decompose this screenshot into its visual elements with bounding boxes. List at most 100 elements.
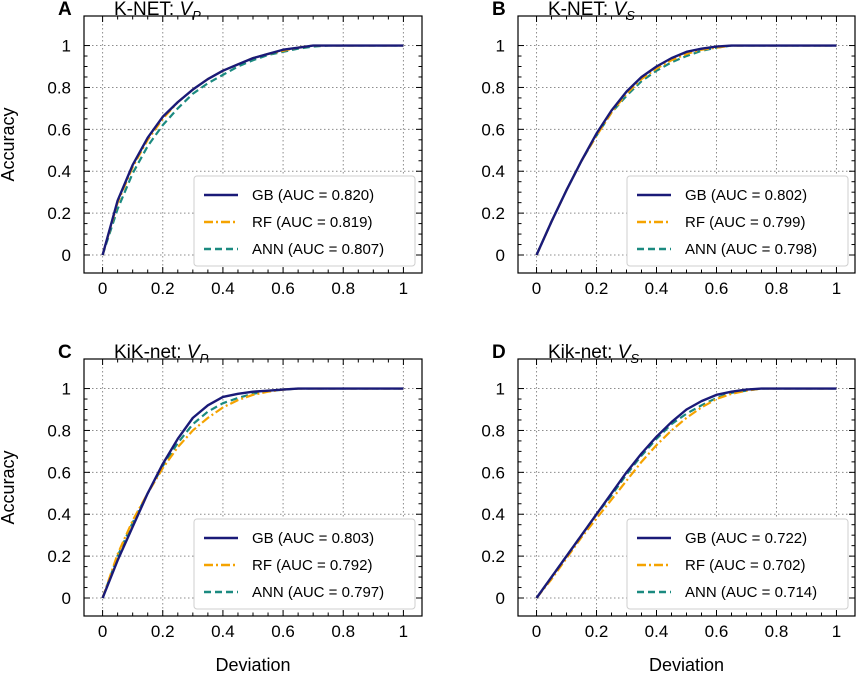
x-tick-label: 0	[532, 622, 541, 641]
series-line-rf	[535, 387, 837, 599]
x-tick-label: 0.4	[211, 279, 235, 298]
y-tick-label: 0	[62, 246, 71, 265]
panel-title-text: KiK-net:	[114, 342, 187, 363]
panel-a: 0 0.2 0.4 0.6 0.8 1 0 0.2 0.4 0.6 0.8 1 Accuracy A K-N…	[0, 0, 423, 298]
legend-label: ANN (AUC = 0.807)	[252, 241, 384, 258]
x-tick-label: 1	[399, 279, 408, 298]
legend: GB (AUC = 0.803) RF (AUC = 0.792) ANN (AUC…	[193, 518, 416, 610]
y-tick-label: 1	[62, 37, 71, 56]
series-line-gb	[101, 44, 404, 256]
y-tick-label: 0.2	[481, 547, 505, 566]
panel-b: 0 0.2 0.4 0.6 0.8 1 0 0.2 0.4 0.6 0.8 1 B K-NET: VS GB…	[481, 0, 856, 298]
panel-title: KiK-net: VP	[114, 342, 209, 366]
legend: GB (AUC = 0.802) RF (AUC = 0.799) ANN (AUC…	[626, 175, 849, 267]
x-tick-label: 0.4	[645, 279, 669, 298]
panel-c: 0 0.2 0.4 0.6 0.8 1 0 0.2 0.4 0.6 0.8 1 Accuracy Devi…	[0, 342, 423, 675]
legend-label: RF (AUC = 0.792)	[252, 557, 372, 574]
x-tick-label: 0.6	[705, 279, 729, 298]
y-tick-label: 0.4	[481, 162, 505, 181]
y-tick-label: 0.6	[481, 120, 505, 139]
legend-label: RF (AUC = 0.702)	[685, 557, 805, 574]
panel-title-variable: V	[179, 0, 194, 20]
y-axis-label: Accuracy	[0, 107, 18, 181]
y-axis-label: Accuracy	[0, 450, 18, 524]
y-tick-label: 0.4	[47, 162, 71, 181]
panel-title-text: K-NET:	[548, 0, 613, 20]
y-tick-label: 0.8	[47, 421, 71, 440]
panel-title-variable: V	[618, 342, 633, 363]
x-tick-label: 0.2	[151, 622, 175, 641]
legend-box	[193, 518, 416, 610]
y-tick-label: 1	[62, 380, 71, 399]
legend-label: GB (AUC = 0.820)	[252, 187, 374, 204]
y-tick-label: 0	[62, 589, 71, 608]
legend-label: ANN (AUC = 0.797)	[252, 584, 384, 601]
x-tick-label: 0.6	[271, 622, 295, 641]
series-line-gb	[101, 387, 404, 599]
x-tick-label: 0.2	[151, 279, 175, 298]
panel-title-subscript: S	[630, 351, 639, 366]
y-tick-label: 0.8	[47, 78, 71, 97]
y-tick-label: 0.2	[481, 204, 505, 223]
y-tick-label: 0.2	[47, 204, 71, 223]
panel-title: K-NET: VP	[114, 0, 201, 23]
y-tick-label: 0.8	[481, 78, 505, 97]
y-tick-label: 0	[496, 246, 505, 265]
panel-letter: D	[492, 342, 506, 363]
y-tick-label: 1	[496, 37, 505, 56]
y-tick-label: 0.4	[481, 505, 505, 524]
x-axis-label: Deviation	[649, 655, 724, 675]
panel-title: Kik-net: VS	[548, 342, 639, 366]
x-axis-label: Deviation	[215, 655, 290, 675]
y-tick-label: 1	[496, 380, 505, 399]
panel-title: K-NET: VS	[548, 0, 635, 23]
y-tick-label: 0	[496, 589, 505, 608]
y-tick-label: 0.6	[47, 120, 71, 139]
panel-title-text: K-NET:	[114, 0, 179, 20]
y-tick-label: 0.4	[47, 505, 71, 524]
legend-label: RF (AUC = 0.819)	[252, 214, 372, 231]
panel-letter: B	[492, 0, 506, 20]
x-tick-label: 0.8	[331, 622, 355, 641]
y-tick-label: 0.8	[481, 421, 505, 440]
x-tick-label: 0.2	[585, 279, 609, 298]
x-tick-label: 0.8	[765, 279, 789, 298]
legend-label: ANN (AUC = 0.798)	[685, 241, 817, 258]
x-tick-label: 0.6	[705, 622, 729, 641]
panel-title-variable: V	[613, 0, 628, 20]
x-tick-label: 0.4	[211, 622, 235, 641]
legend-label: GB (AUC = 0.802)	[685, 187, 807, 204]
panel-d: 0 0.2 0.4 0.6 0.8 1 0 0.2 0.4 0.6 0.8 1 Deviation D Ki…	[481, 342, 856, 675]
legend-box	[626, 175, 849, 267]
legend-box	[626, 518, 849, 610]
panel-title-variable: V	[187, 342, 202, 363]
legend-label: RF (AUC = 0.799)	[685, 214, 805, 231]
x-tick-label: 1	[832, 279, 841, 298]
x-tick-label: 1	[399, 622, 408, 641]
panel-title-subscript: P	[200, 351, 209, 366]
y-tick-label: 0.6	[47, 463, 71, 482]
panel-title-text: Kik-net:	[548, 342, 618, 363]
x-tick-label: 0.6	[271, 279, 295, 298]
series-line-gb	[535, 387, 837, 599]
x-tick-label: 0	[98, 622, 107, 641]
x-tick-label: 0	[532, 279, 541, 298]
panel-title-subscript: S	[626, 8, 635, 23]
legend: GB (AUC = 0.820) RF (AUC = 0.819) ANN (AUC…	[193, 175, 416, 267]
x-tick-label: 0.8	[331, 279, 355, 298]
y-tick-label: 0.2	[47, 547, 71, 566]
x-tick-label: 0.8	[765, 622, 789, 641]
legend: GB (AUC = 0.722) RF (AUC = 0.702) ANN (AUC…	[626, 518, 849, 610]
panel-title-subscript: P	[192, 8, 201, 23]
x-tick-label: 0.2	[585, 622, 609, 641]
panel-letter: A	[58, 0, 72, 20]
legend-label: GB (AUC = 0.803)	[252, 530, 374, 547]
x-tick-label: 0	[98, 279, 107, 298]
panel-letter: C	[58, 342, 72, 363]
x-tick-label: 1	[832, 622, 841, 641]
x-tick-label: 0.4	[645, 622, 669, 641]
legend-label: ANN (AUC = 0.714)	[685, 584, 817, 601]
series-line-gb	[535, 44, 837, 256]
legend-box	[193, 175, 416, 267]
